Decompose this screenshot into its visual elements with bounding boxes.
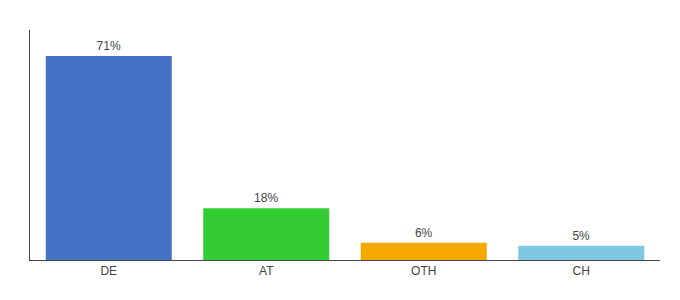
svg-text:CH: CH — [573, 264, 590, 278]
svg-text:71%: 71% — [97, 39, 121, 53]
svg-text:18%: 18% — [254, 191, 278, 205]
svg-text:6%: 6% — [415, 226, 433, 240]
svg-text:DE: DE — [100, 264, 117, 278]
svg-text:AT: AT — [259, 264, 274, 278]
svg-text:5%: 5% — [572, 229, 590, 243]
svg-text:OTH: OTH — [411, 264, 436, 278]
